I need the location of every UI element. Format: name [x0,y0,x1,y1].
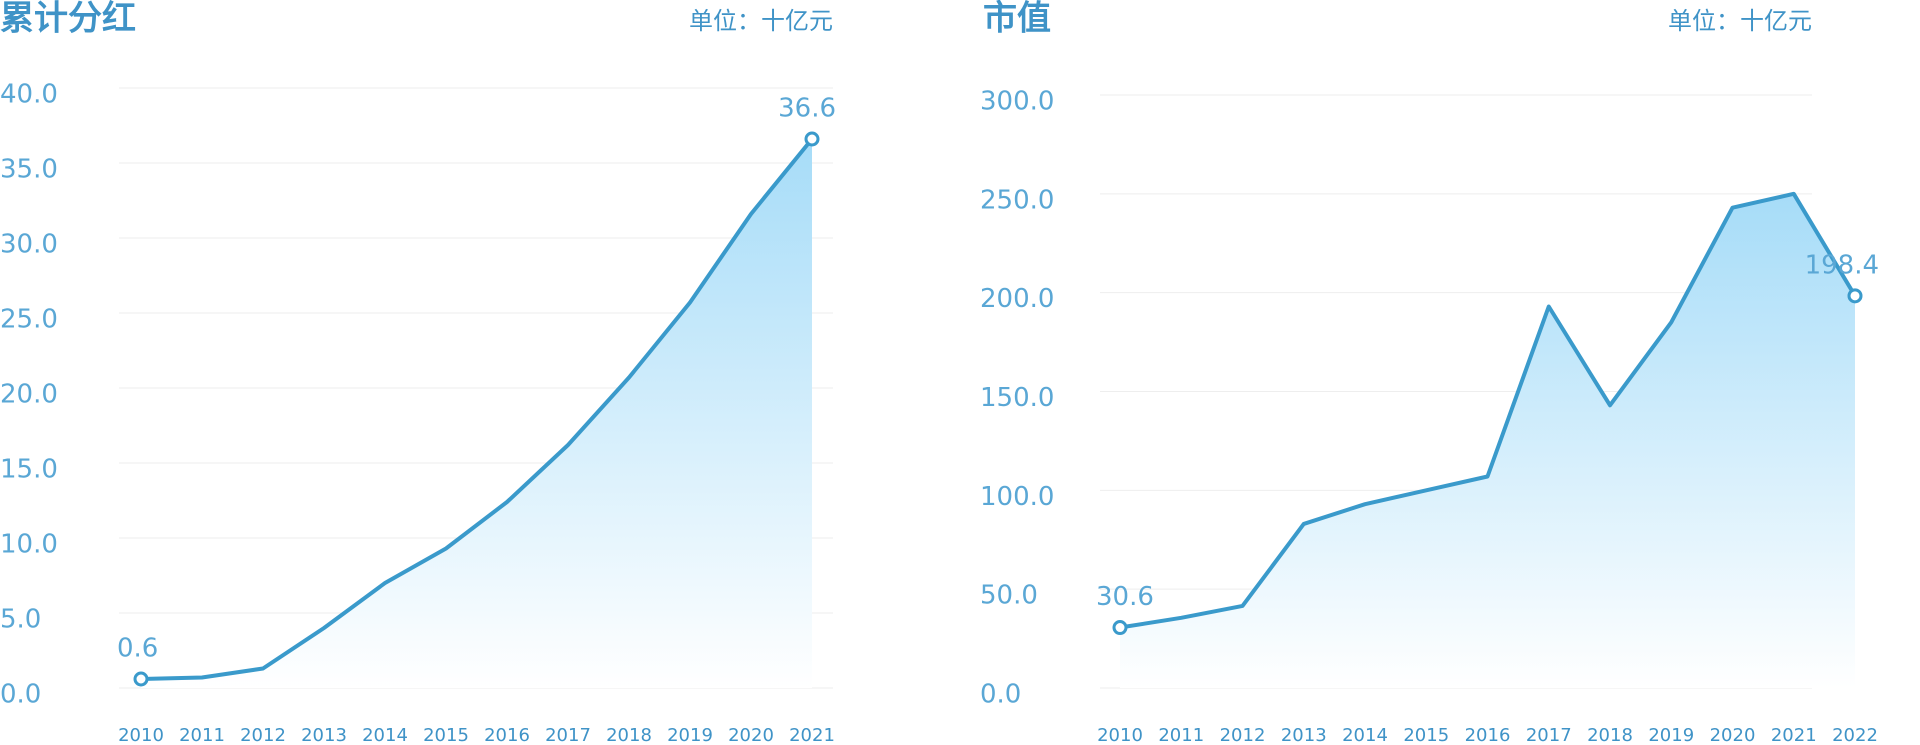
point-marker [804,131,820,147]
x-tick-label: 2021 [789,725,835,745]
line [1119,191,1857,630]
chart-title: 市值 [983,0,1051,39]
chart-title: 累计分红 [0,0,136,39]
y-tick-label: 0.0 [980,680,1021,710]
x-tick-label: 2013 [1281,725,1327,745]
data-label: 36.6 [778,94,836,124]
x-tick-label: 2018 [606,725,652,745]
y-tick-label: 30.0 [0,230,58,260]
x-tick-label: 2020 [1710,725,1756,745]
point-marker [1847,288,1863,304]
x-tick-label: 2016 [484,725,530,745]
x-tick-label: 2017 [1526,725,1572,745]
x-tick-label: 2011 [179,725,225,745]
y-tick-label: 200.0 [980,284,1054,314]
y-tick-label: 50.0 [980,581,1038,611]
x-tick-label: 2019 [1648,725,1694,745]
y-tick-label: 20.0 [0,380,58,410]
x-tick-label: 2010 [1097,725,1143,745]
y-tick-label: 35.0 [0,155,58,185]
y-tick-label: 100.0 [980,482,1054,512]
y-tick-label: 300.0 [980,87,1054,117]
point-marker [1112,620,1128,636]
x-tick-label: 2016 [1465,725,1511,745]
unit-label: 单位：十亿元 [1668,7,1812,35]
y-tick-label: 250.0 [980,185,1054,215]
x-tick-label: 2014 [1342,725,1388,745]
y-tick-label: 15.0 [0,455,58,485]
x-tick-label: 2019 [667,725,713,745]
area-fill [1120,193,1855,689]
x-tick-label: 2021 [1771,725,1817,745]
unit-label: 单位：十亿元 [689,7,833,35]
x-tick-label: 2015 [1403,725,1449,745]
data-label: 30.6 [1096,582,1154,612]
y-tick-label: 0.0 [0,680,41,710]
y-tick-label: 10.0 [0,530,58,560]
y-tick-label: 40.0 [0,80,58,110]
x-tick-label: 2012 [240,725,286,745]
x-tick-label: 2014 [362,725,408,745]
y-tick-label: 25.0 [0,305,58,335]
x-tick-label: 2012 [1220,725,1266,745]
data-label: 0.6 [117,634,158,664]
data-label: 198.4 [1805,250,1879,280]
x-tick-label: 2015 [423,725,469,745]
x-tick-label: 2020 [728,725,774,745]
x-tick-label: 2011 [1158,725,1204,745]
y-tick-label: 5.0 [0,605,41,635]
x-tick-label: 2013 [301,725,347,745]
point-marker [133,671,149,687]
x-tick-label: 2018 [1587,725,1633,745]
area-fill [141,139,812,688]
x-tick-label: 2010 [118,725,164,745]
x-tick-label: 2022 [1832,725,1878,745]
y-tick-label: 150.0 [980,383,1054,413]
line [140,137,814,681]
x-tick-label: 2017 [545,725,591,745]
